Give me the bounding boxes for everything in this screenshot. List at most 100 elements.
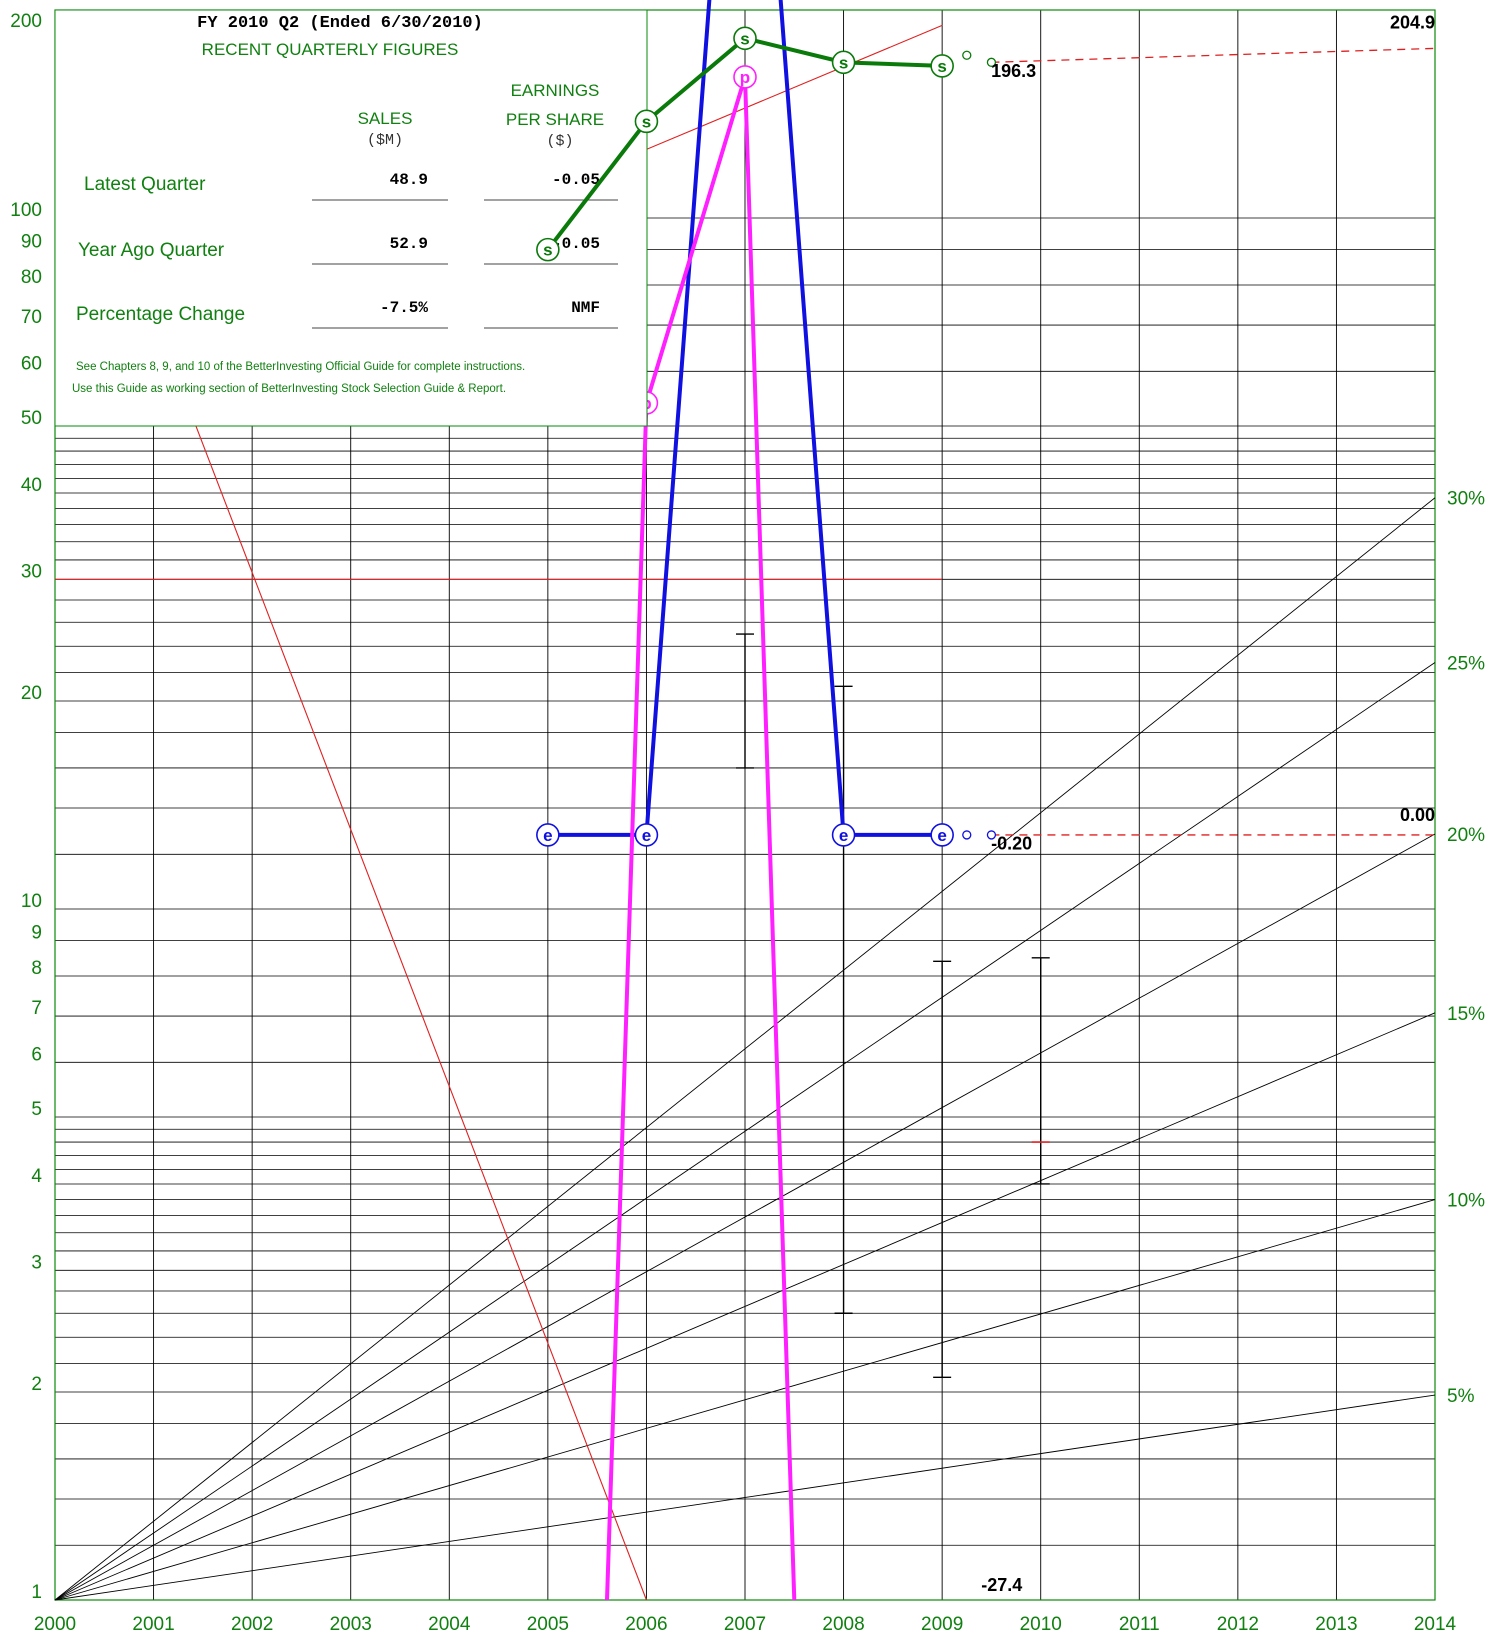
growth-rate-label: 25% — [1447, 653, 1485, 674]
y-tick-label: 200 — [10, 11, 42, 32]
x-tick-label: 2005 — [527, 1614, 569, 1635]
row-label: Latest Quarter — [84, 174, 206, 195]
growth-rate-line — [54, 497, 1436, 1601]
series-line-p — [605, 76, 797, 1601]
series-marker-label: e — [937, 826, 946, 845]
growth-rate-label: 5% — [1447, 1386, 1475, 1407]
sales-projection-point — [986, 57, 997, 67]
series-marker-label: s — [937, 57, 946, 76]
y-tick-label: 9 — [31, 923, 42, 944]
x-tick-label: 2000 — [34, 1614, 76, 1635]
box-title: FY 2010 Q2 (Ended 6/30/2010) — [197, 14, 483, 33]
annotations: 204.9 196.3 0.00 -0.20 -27.4 — [981, 13, 1435, 1596]
series-marker-label: e — [642, 826, 651, 845]
series-marker-s — [536, 237, 560, 262]
y-tick-label: 80 — [21, 267, 42, 288]
sales-projection-line — [991, 47, 1436, 63]
growth-rate-line — [54, 1394, 1436, 1601]
eps-projection-point — [962, 830, 972, 840]
annotation-label: 0.00 — [1400, 805, 1435, 825]
y-tick-label: 5 — [31, 1099, 42, 1120]
series-marker-label: e — [543, 826, 552, 845]
growth-rate-label: 30% — [1447, 489, 1485, 510]
x-tick-label: 2006 — [625, 1614, 667, 1635]
y-tick-label: 50 — [21, 408, 42, 429]
y-tick-label: 3 — [31, 1252, 42, 1273]
row-sales: -7.5% — [380, 299, 428, 317]
x-tick-label: 2014 — [1414, 1614, 1457, 1635]
y-tick-label: 8 — [31, 958, 42, 979]
y-tick-label: 2 — [31, 1374, 42, 1395]
eps-unit: ($) — [546, 133, 573, 150]
x-tick-label: 2011 — [1119, 1614, 1160, 1635]
series-marker-label: e — [839, 826, 848, 845]
x-tick-label: 2001 — [132, 1614, 174, 1635]
price-bars — [736, 633, 1050, 1379]
row-label: Percentage Change — [76, 304, 245, 325]
recent-quarterly-figures-box: FY 2010 Q2 (Ended 6/30/2010) RECENT QUAR… — [54, 9, 648, 427]
series-marker-p — [733, 65, 757, 89]
series-marker-s — [634, 109, 659, 134]
box-subtitle: RECENT QUARTERLY FIGURES — [202, 40, 459, 59]
series-marker-e — [536, 823, 560, 847]
growth-rate-line — [54, 1012, 1436, 1601]
growth-rate-label: 20% — [1447, 825, 1485, 846]
axis-labels: 1 2 3 4 5 6 7 8 9 10 20 30 40 50 60 70 80 90 100 200 2000 200… — [10, 11, 1485, 1635]
growth-rate-lines — [54, 497, 1436, 1601]
row-eps: -0.05 — [552, 235, 600, 253]
sales-header: SALES — [358, 109, 413, 128]
annotation-label: 204.9 — [1390, 13, 1435, 33]
growth-rate-label: 15% — [1447, 1004, 1485, 1025]
series-marker-label: s — [543, 241, 552, 260]
x-tick-label: 2012 — [1217, 1614, 1259, 1635]
growth-rate-line — [54, 833, 1436, 1601]
series-marker-e — [930, 823, 954, 847]
y-tick-label: 40 — [21, 475, 42, 496]
series-marker-label: s — [642, 112, 651, 131]
y-tick-label: 30 — [21, 561, 42, 582]
box-note-1: See Chapters 8, 9, and 10 of the BetterI… — [76, 361, 525, 373]
series-marker-label: p — [740, 68, 750, 87]
series-marker-e — [831, 823, 856, 847]
y-tick-label: 70 — [21, 307, 42, 328]
row-eps: NMF — [571, 299, 600, 317]
y-tick-label: 20 — [21, 683, 42, 704]
row-sales: 48.9 — [390, 171, 428, 189]
x-tick-label: 2003 — [330, 1614, 372, 1635]
series-line-e — [547, 0, 943, 837]
overlay-series: s s s s s — [536, 26, 997, 262]
y-tick-label: 4 — [31, 1166, 42, 1187]
x-tick-label: 2008 — [822, 1614, 864, 1635]
annotation-label: -27.4 — [981, 1575, 1022, 1595]
series-marker-s — [930, 54, 954, 78]
y-tick-label: 60 — [21, 353, 42, 374]
y-tick-label: 10 — [21, 891, 42, 912]
row-label: Year Ago Quarter — [78, 240, 225, 261]
x-tick-label: 2009 — [921, 1614, 963, 1635]
y-tick-label: 90 — [21, 232, 42, 253]
series-marker-s — [831, 50, 856, 75]
box-note-2: Use this Guide as working section of Bet… — [72, 383, 506, 395]
x-tick-label: 2004 — [428, 1614, 471, 1635]
row-eps: -0.05 — [552, 171, 600, 189]
y-tick-label: 100 — [10, 200, 42, 221]
box-background — [54, 9, 648, 427]
sales-projection-point — [962, 50, 972, 60]
eps-header-2: PER SHARE — [506, 110, 604, 129]
series-marker-label: s — [740, 29, 749, 48]
growth-rate-line — [54, 1199, 1436, 1601]
series-marker-s — [733, 26, 757, 51]
growth-rate-label: 10% — [1447, 1191, 1485, 1212]
grid — [54, 9, 1436, 1601]
row-sales: 52.9 — [390, 235, 428, 253]
x-tick-label: 2007 — [724, 1614, 766, 1635]
eps-projection-point — [986, 830, 997, 840]
annotation-label: 196.3 — [991, 61, 1036, 81]
eps-header-1: EARNINGS — [511, 81, 600, 100]
plot-frame — [54, 9, 1436, 1601]
series-marker-e — [634, 823, 659, 847]
y-tick-label: 6 — [31, 1044, 42, 1065]
growth-rate-line — [54, 662, 1436, 1601]
annotation-label: -0.20 — [991, 833, 1032, 853]
